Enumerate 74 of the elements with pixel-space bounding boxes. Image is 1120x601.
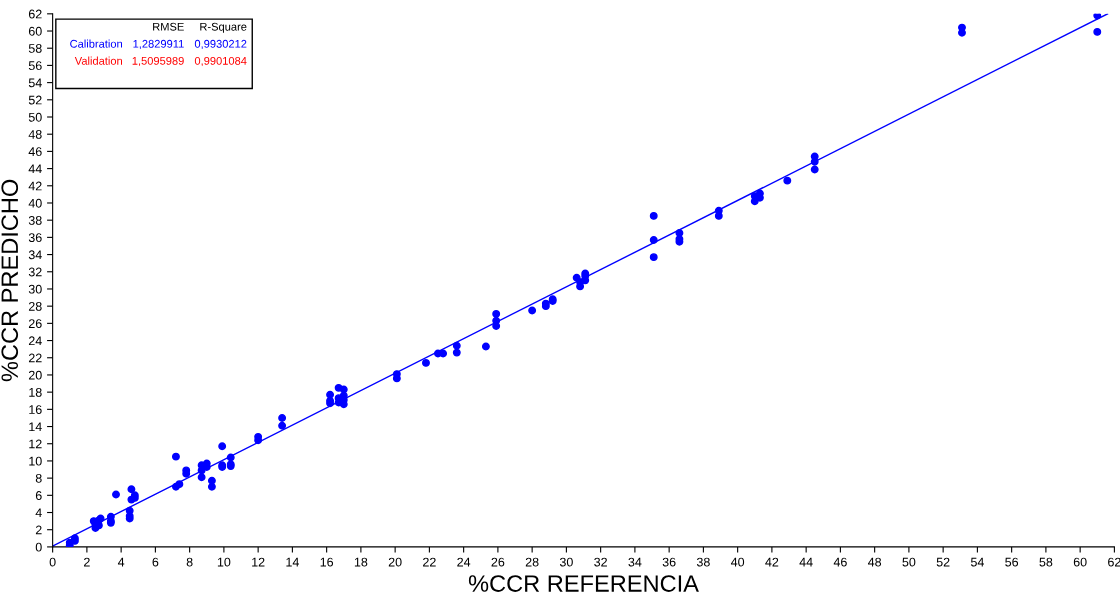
y-tick-label: 48 [28,130,42,139]
x-axis-title: %CCR REFERENCIA [468,575,699,592]
x-tick-label: 44 [799,557,813,567]
y-axis-title: %CCR PREDICHO [1,179,19,382]
y-tick-label: 62 [28,9,42,19]
x-tick-label: 24 [457,557,471,567]
y-tick-label: 24 [28,336,42,346]
y-tick-label: 6 [35,491,42,500]
y-tick-label: 0 [35,542,42,552]
x-tick-label: 0 [49,557,56,567]
x-tick-label: 42 [765,557,779,567]
annotation: 1,5095989 [132,56,184,67]
annotation: 0,9901084 [194,56,247,67]
x-tick-label: 18 [354,557,368,567]
y-tick-label: 36 [28,233,42,243]
y-tick-label: 52 [28,95,42,105]
y-tick-label: 2 [35,525,42,535]
x-tick-label: 2 [84,557,90,567]
y-tick-label: 38 [28,215,42,225]
x-tick-label: 56 [1005,557,1019,567]
annotation: R-Square [200,22,247,33]
x-tick-label: 20 [388,557,402,567]
y-tick-label: 60 [28,26,42,36]
y-tick-label: 10 [29,456,42,466]
x-tick-label: 8 [186,557,193,567]
x-tick-label: 28 [525,557,539,567]
x-tick-label: 10 [217,557,231,567]
x-tick-label: 36 [662,557,676,567]
x-tick-label: 54 [970,557,984,567]
x-tick-label: 16 [320,557,334,567]
annotation: 0,9930212 [194,39,247,50]
x-tick-label: 12 [252,557,265,567]
x-tick-label: 38 [696,557,710,567]
x-tick-label: 4 [117,557,125,567]
x-tick-label: 40 [730,557,745,567]
x-tick-label: 46 [833,557,847,567]
annotation: Validation [74,56,122,65]
x-tick-label: 22 [423,557,436,567]
y-tick-label: 20 [28,370,42,380]
y-tick-label: 18 [29,387,42,397]
y-tick-label: 28 [28,301,42,311]
y-tick-label: 44 [28,164,42,174]
annotation: RMSE [153,22,184,31]
y-tick-label: 50 [28,112,42,122]
y-tick-label: 34 [28,250,42,260]
x-tick-label: 62 [1108,557,1120,567]
y-tick-label: 46 [28,147,42,157]
y-tick-label: 4 [35,508,42,518]
x-tick-label: 34 [628,557,642,567]
x-tick-label: 32 [594,557,607,567]
y-tick-label: 32 [28,267,42,277]
y-tick-label: 22 [28,353,42,363]
x-tick-label: 50 [902,557,916,567]
y-tick-label: 56 [28,61,42,71]
y-tick-label: 40 [28,198,42,208]
y-tick-label: 58 [28,44,42,53]
x-tick-label: 52 [936,557,950,567]
x-tick-label: 30 [559,557,573,567]
y-tick-label: 8 [35,473,42,483]
y-tick-label: 12 [29,439,42,449]
x-tick-label: 26 [491,557,505,567]
x-tick-label: 48 [867,557,882,567]
y-tick-label: 26 [28,319,42,329]
x-tick-label: 60 [1073,557,1087,567]
y-tick-label: 42 [28,181,42,191]
y-tick-label: 16 [29,405,42,414]
annotation: Calibration [70,39,122,48]
annotation: 1,2829911 [133,39,184,50]
y-tick-label: 30 [28,284,42,294]
x-tick-label: 58 [1039,557,1053,567]
x-tick-label: 6 [152,557,159,567]
y-tick-label: 14 [29,422,42,432]
x-tick-label: 14 [286,557,299,567]
y-tick-label: 54 [28,78,42,88]
